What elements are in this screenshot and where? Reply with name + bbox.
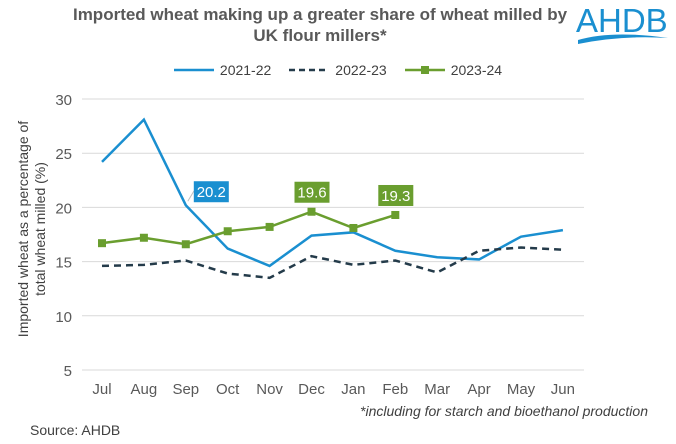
legend-swatch — [404, 66, 445, 74]
series-line-2021-22 — [101, 117, 564, 268]
x-tick-label: May — [507, 381, 536, 398]
legend-swatch — [289, 68, 330, 72]
x-tick-label: Mar — [424, 381, 450, 398]
legend-label: 2021-22 — [219, 62, 272, 78]
chart-title: Imported wheat making up a greater share… — [72, 5, 568, 45]
legend-item: 2023-24 — [404, 62, 503, 78]
data-label: 19.6 — [297, 185, 326, 202]
data-point-2023-24 — [98, 239, 106, 248]
x-tick-label: Aug — [131, 381, 158, 398]
x-tick-label: Apr — [467, 381, 490, 398]
data-point-2023-24 — [181, 240, 190, 249]
y-tick-label: 15 — [55, 255, 72, 272]
x-tick-label: Feb — [382, 381, 408, 398]
legend-item: 2021-22 — [173, 62, 272, 78]
series-line-2022-23 — [101, 246, 563, 280]
data-point-2023-24 — [139, 233, 148, 242]
y-tick-label: 25 — [55, 146, 72, 163]
legend-swatch — [173, 68, 214, 72]
x-tick-label: Jun — [551, 381, 575, 398]
logo-text: AHDB — [576, 2, 668, 39]
y-tick-label: 5 — [64, 363, 72, 380]
data-point-2023-24 — [223, 227, 232, 236]
data-label-box — [378, 184, 414, 206]
data-label: 19.3 — [381, 188, 410, 205]
data-label-box — [193, 181, 229, 203]
legend-label: 2023-24 — [450, 62, 503, 78]
data-label-box — [294, 181, 330, 203]
y-tick-label: 10 — [55, 309, 72, 326]
data-point-2023-24 — [265, 222, 274, 231]
source-note: Source: AHDB — [30, 422, 121, 438]
data-label: 20.2 — [197, 184, 226, 201]
ahdb-logo: AHDB — [576, 2, 668, 44]
x-tick-label: Jan — [341, 381, 365, 398]
data-point-2023-24 — [349, 223, 358, 232]
x-tick-label: Oct — [216, 381, 240, 398]
x-tick-label: Dec — [298, 381, 325, 398]
footnote: *including for starch and bioethanol pro… — [360, 403, 648, 419]
y-tick-label: 20 — [55, 200, 72, 217]
x-tick-label: Nov — [256, 381, 283, 398]
legend: 2021-22 2022-23 2023-24 — [0, 62, 676, 78]
data-point-2023-24 — [391, 210, 400, 219]
x-tick-label: Jul — [92, 381, 111, 398]
x-tick-label: Sep — [172, 381, 199, 398]
legend-label: 2022-23 — [335, 62, 387, 78]
y-tick-label: 30 — [55, 92, 72, 109]
series-line-2023-24 — [101, 210, 396, 246]
legend-item: 2022-23 — [289, 62, 387, 78]
data-point-2023-24 — [307, 207, 316, 216]
